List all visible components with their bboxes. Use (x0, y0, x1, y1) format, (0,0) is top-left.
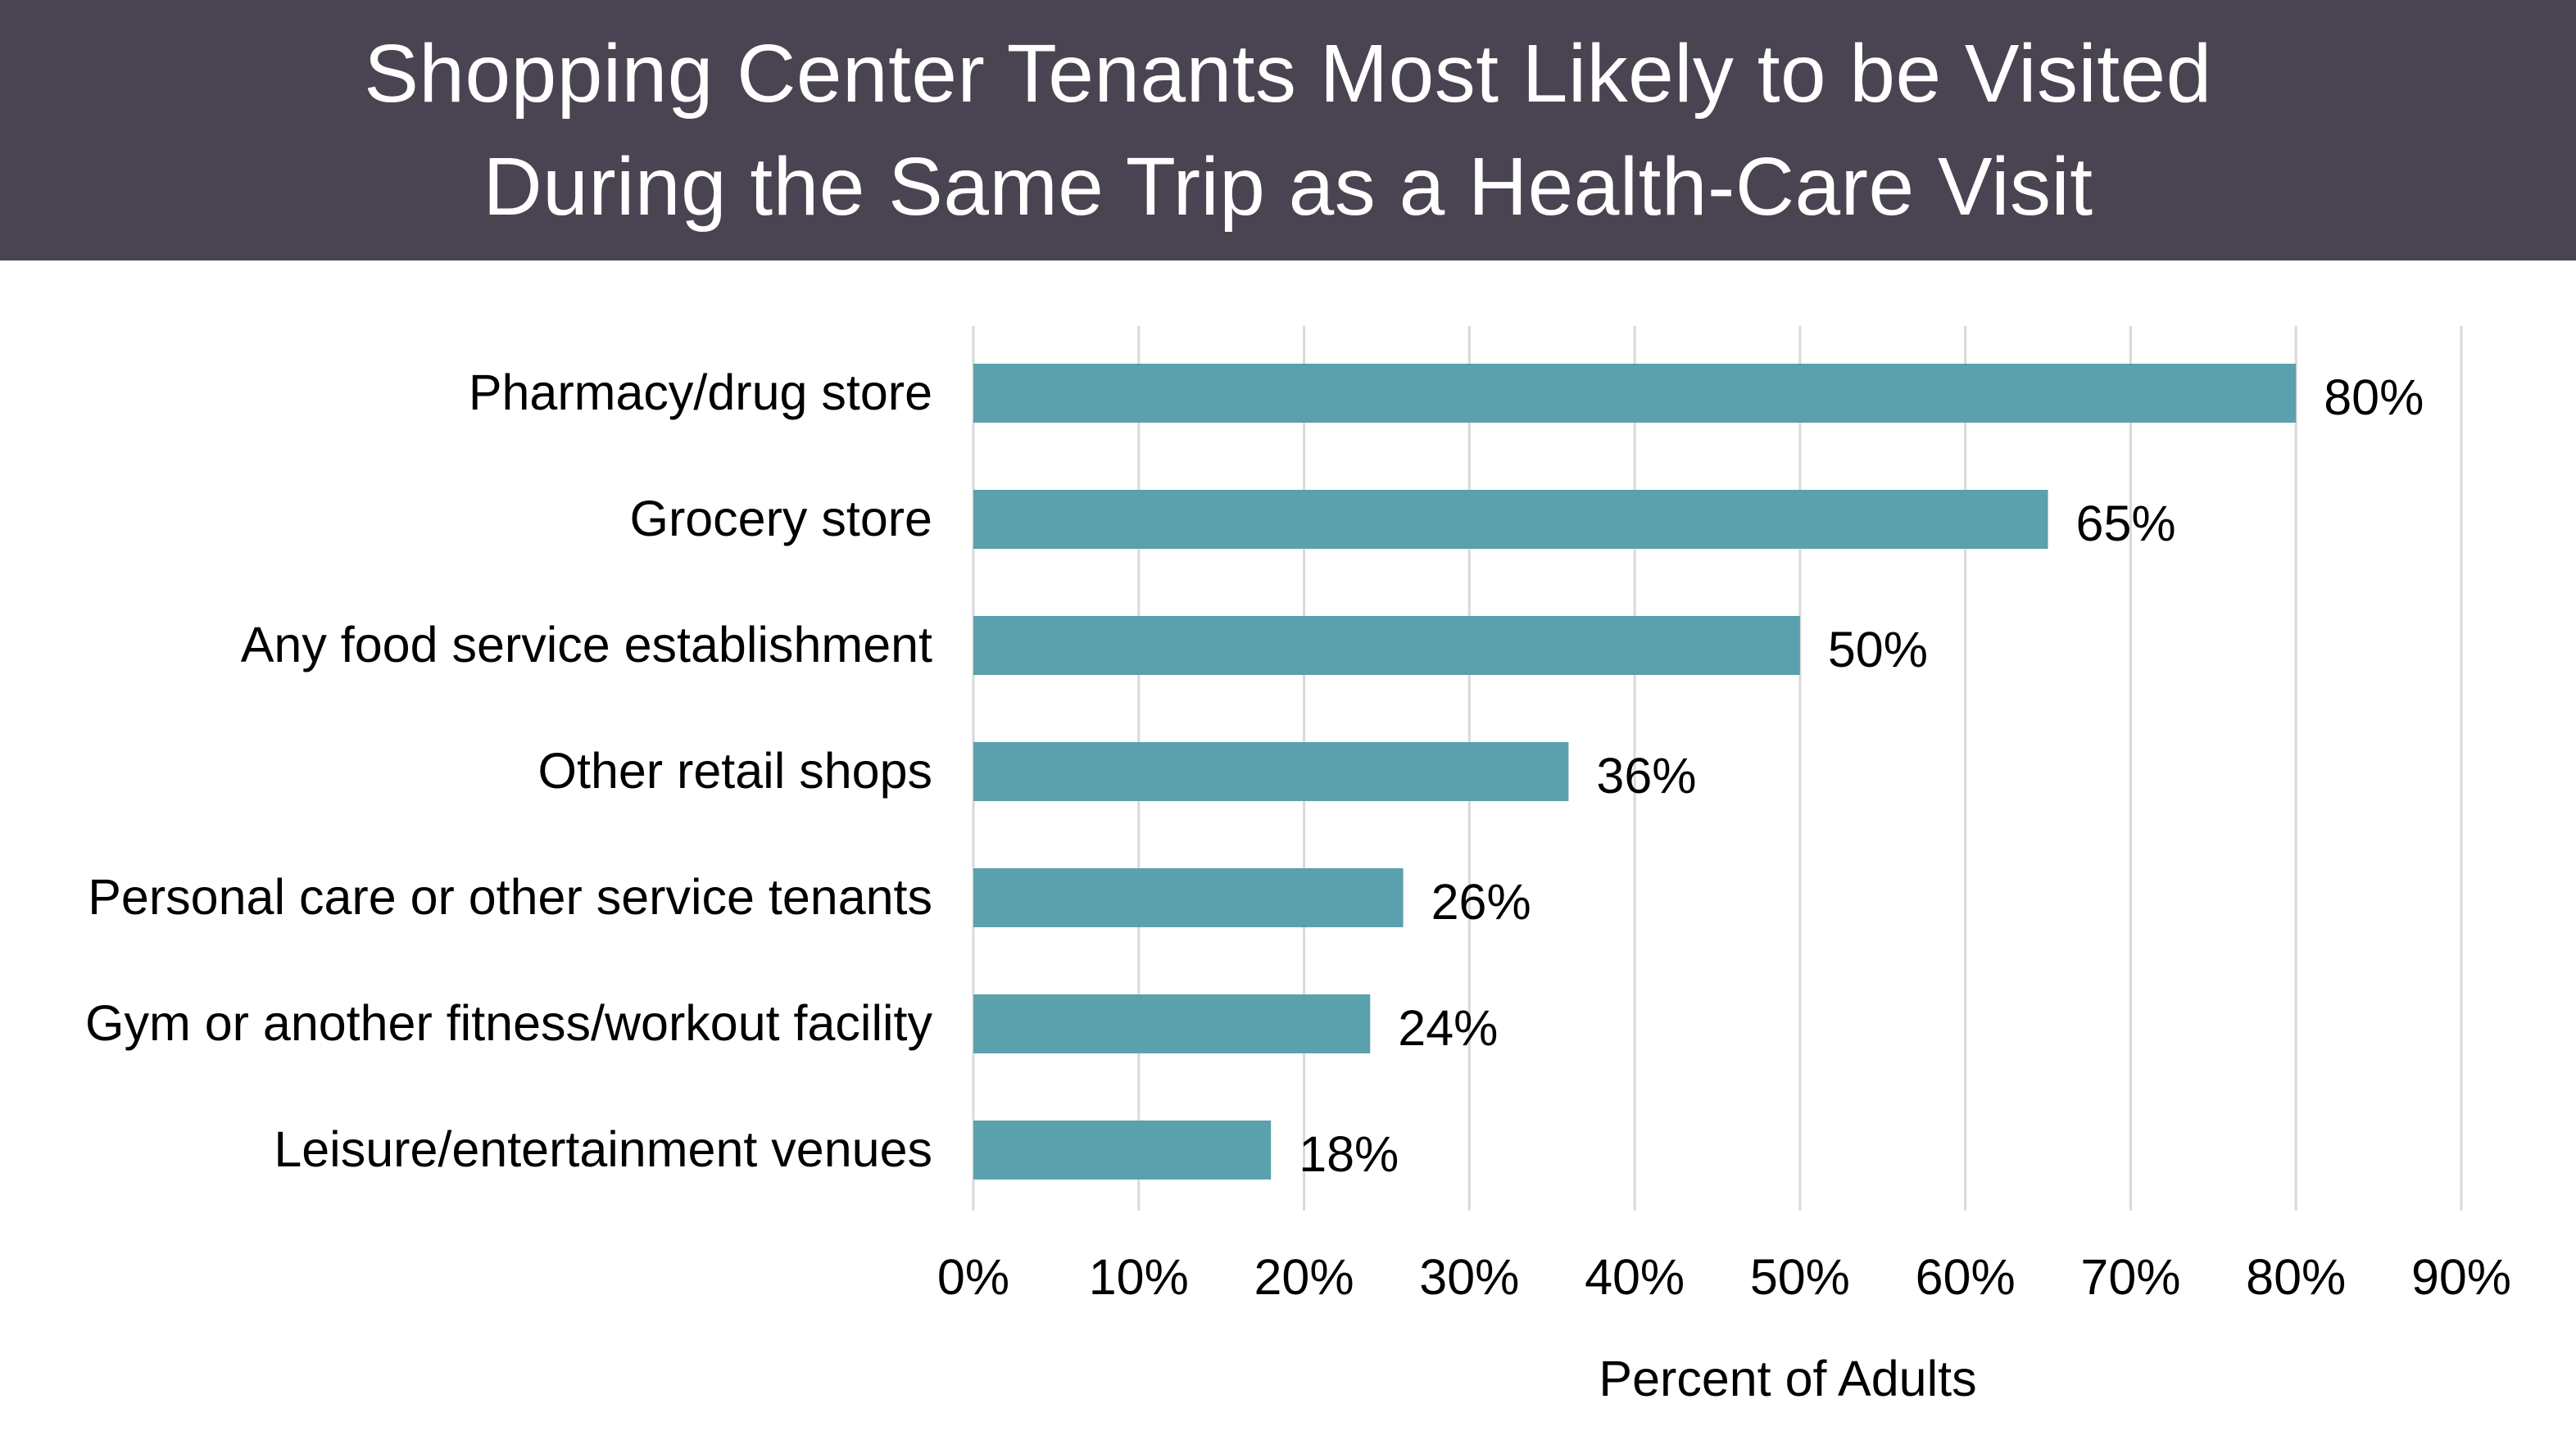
x-axis-tick-labels: 0% 10% 20% 30% 40% 50% 60% 70% 80% 90% (937, 1249, 2511, 1305)
data-label: 18% (1299, 1126, 1399, 1182)
category-label: Leisure/entertainment venues (274, 1121, 932, 1177)
x-tick-label: 30% (1419, 1249, 1519, 1305)
category-label: Any food service establishment (241, 617, 932, 672)
x-tick-label: 90% (2411, 1249, 2511, 1305)
x-tick-label: 60% (1916, 1249, 2016, 1305)
x-tick-label: 0% (937, 1249, 1009, 1305)
x-tick-label: 50% (1750, 1249, 1850, 1305)
bar (973, 868, 1404, 927)
x-tick-label: 10% (1089, 1249, 1189, 1305)
category-labels: Pharmacy/drug store Grocery store Any food… (85, 365, 932, 1177)
x-tick-label: 40% (1585, 1249, 1685, 1305)
data-label: 24% (1398, 1000, 1498, 1056)
data-label: 80% (2324, 369, 2424, 425)
x-tick-label: 20% (1254, 1249, 1354, 1305)
x-axis-title: Percent of Adults (1599, 1351, 1976, 1406)
bar (973, 742, 1569, 801)
data-label: 50% (1828, 622, 1928, 677)
category-label: Personal care or other service tenants (88, 869, 932, 925)
data-label: 65% (2076, 496, 2176, 551)
bars (973, 364, 2297, 1180)
bar (973, 1121, 1272, 1180)
bar (973, 616, 1800, 675)
chart-title-line-2: During the Same Trip as a Health-Care Vi… (483, 141, 2093, 233)
data-label: 26% (1431, 874, 1531, 930)
category-label: Gym or another fitness/workout facility (85, 995, 932, 1051)
value-labels: 80% 65% 50% 36% 26% 24% 18% (1299, 369, 2424, 1182)
category-label: Other retail shops (538, 743, 932, 799)
bar-chart: Pharmacy/drug store Grocery store Any food… (85, 326, 2511, 1406)
bar (973, 490, 2048, 549)
category-label: Pharmacy/drug store (469, 365, 932, 420)
chart-title-line-1: Shopping Center Tenants Most Likely to b… (364, 28, 2212, 120)
bar (973, 364, 2297, 423)
gridlines (972, 326, 2463, 1211)
x-tick-label: 70% (2080, 1249, 2180, 1305)
chart-title-banner: Shopping Center Tenants Most Likely to b… (0, 0, 2576, 260)
category-label: Grocery store (630, 491, 933, 546)
bar (973, 994, 1371, 1053)
x-tick-label: 80% (2246, 1249, 2346, 1305)
data-label: 36% (1596, 748, 1696, 804)
